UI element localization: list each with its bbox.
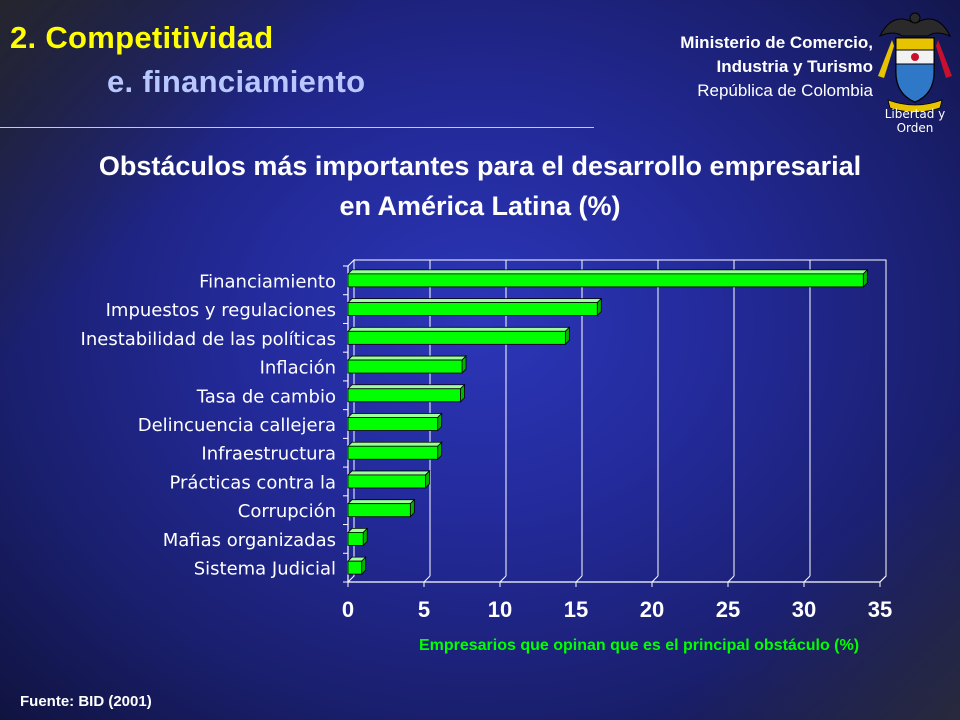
x-gridline-foot <box>499 575 507 583</box>
bar-top <box>347 441 443 447</box>
title-divider <box>0 127 594 128</box>
x-gridline-foot <box>423 575 431 583</box>
category-label: Prácticas contra la <box>169 472 336 493</box>
x-tick-label: 30 <box>792 597 816 622</box>
bar-top <box>347 326 571 332</box>
x-tick-label: 10 <box>488 597 512 622</box>
category-label: Delincuencia callejera <box>138 415 336 436</box>
bar <box>347 560 363 575</box>
x-tick-label: 35 <box>868 597 892 622</box>
bar <box>347 445 439 460</box>
bar <box>347 388 461 403</box>
bar-top <box>347 499 416 505</box>
ministry-line-1: Ministerio de Comercio, <box>680 33 873 52</box>
bar-top <box>347 413 443 418</box>
bar <box>347 474 426 489</box>
bar-top <box>347 298 603 303</box>
bar-top <box>347 384 466 390</box>
x-gridline-foot <box>727 575 735 583</box>
bar <box>347 330 566 345</box>
x-gridline-foot <box>651 575 659 583</box>
category-label: Infraestructura <box>201 444 336 465</box>
chart-title: Obstáculos más importantes para el desar… <box>0 146 960 226</box>
category-label: Sistema Judicial <box>194 559 336 580</box>
category-label: Inflación <box>260 358 336 379</box>
bar <box>347 359 463 374</box>
section-title: 2. Competitividad <box>10 20 274 55</box>
category-label: Mafias organizadas <box>163 530 336 551</box>
category-label: Corrupción <box>238 501 336 522</box>
bar-top <box>347 355 467 361</box>
category-label: Financiamiento <box>199 271 336 292</box>
x-tick-label: 0 <box>342 597 354 622</box>
ministry-line-2: Industria y Turismo <box>716 57 874 76</box>
x-gridline-foot <box>803 575 811 583</box>
bar <box>347 273 864 288</box>
chart-title-line-1: Obstáculos más importantes para el desar… <box>98 151 862 181</box>
bar <box>347 503 411 518</box>
section-subtitle: e. financiamiento <box>107 64 366 99</box>
crest-motto: Libertad y Orden <box>884 107 946 135</box>
x-tick-label: 25 <box>716 597 740 622</box>
x-axis-label: Empresarios que opinan que es el princip… <box>419 637 859 654</box>
x-tick-label: 20 <box>640 597 664 622</box>
bar-top <box>347 269 869 275</box>
ministry-line-3: República de Colombia <box>697 81 873 100</box>
x-tick-label: 5 <box>418 597 430 622</box>
category-label: Inestabilidad de las políticas <box>81 329 336 350</box>
chart-title-line-2: en América Latina (%) <box>339 191 621 221</box>
bar-top <box>347 470 431 476</box>
colombia-crest-icon <box>878 12 952 113</box>
category-label: Tasa de cambio <box>196 386 336 407</box>
ministry-block: Ministerio de Comercio, Industria y Turi… <box>680 31 873 103</box>
bar <box>347 417 439 431</box>
x-gridline-foot <box>879 575 887 583</box>
bar <box>347 532 364 546</box>
x-gridline-foot <box>575 575 583 583</box>
x-tick-label: 15 <box>564 597 588 622</box>
category-label: Impuestos y regulaciones <box>106 300 336 321</box>
bar <box>347 302 598 316</box>
source-note: Fuente: BID (2001) <box>20 693 152 710</box>
